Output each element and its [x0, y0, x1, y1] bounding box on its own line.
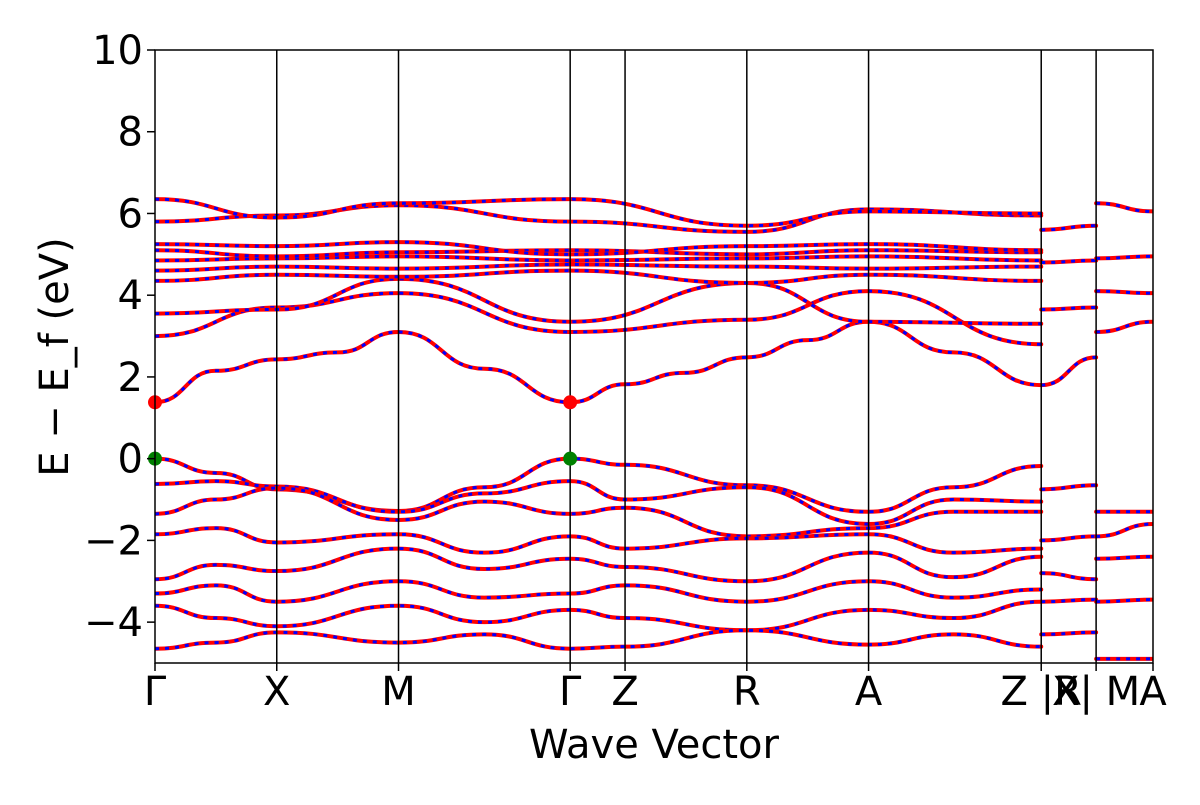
band-line-spin-down [155, 628, 1042, 651]
y-tick-label: 4 [118, 273, 143, 319]
high-symmetry-lines [276, 50, 1097, 663]
band-line-spin-up [1039, 483, 1099, 492]
band-line-spin-down [155, 579, 1042, 604]
x-tick-label: Γ [144, 669, 167, 715]
x-tick-label: A [855, 669, 883, 715]
x-tick-label: Z |R [1001, 669, 1082, 715]
vbm-marker [563, 451, 578, 466]
band-line-spin-down [1096, 522, 1153, 538]
y-tick-label: −2 [84, 518, 143, 564]
y-axis-ticks: −4 −2 0 2 4 6 8 10 [84, 28, 155, 646]
band-line-spin-down [155, 277, 1042, 326]
band-line-spin-down [1041, 355, 1097, 387]
y-tick-label: 8 [118, 110, 143, 156]
extrema-markers [148, 395, 578, 466]
band-line-spin-down [1096, 201, 1153, 213]
band-line-spin-up [155, 240, 1044, 257]
band-line-spin-down [570, 320, 1042, 404]
band-line-spin-up [1094, 597, 1153, 604]
band-line-spin-up [1039, 305, 1099, 312]
band-line-spin-down [1096, 598, 1153, 604]
y-tick-label: 2 [118, 355, 143, 401]
band-line-spin-up [1039, 571, 1099, 582]
bands-layer [155, 197, 1153, 661]
band-line-spin-down [155, 457, 1042, 514]
x-tick-label: R [733, 669, 761, 715]
y-tick-label: −4 [84, 600, 143, 646]
y-tick-label: 6 [118, 191, 143, 237]
band-line-spin-up [1094, 554, 1153, 561]
band-line-spin-up [1094, 319, 1153, 334]
band-line-spin-up [1094, 254, 1153, 261]
band-line-spin-up [1039, 630, 1099, 637]
cbm-marker [563, 395, 578, 410]
band-line-spin-down [1096, 254, 1153, 260]
x-tick-label: X [263, 669, 290, 715]
y-tick-label: 0 [118, 437, 143, 483]
x-tick-label: A [1139, 669, 1167, 715]
x-axis-label: Wave Vector [529, 722, 780, 768]
band-line-spin-down [155, 547, 1042, 583]
band-line-spin-up [155, 599, 1044, 633]
band-line-spin-down [1096, 289, 1153, 295]
band-line-spin-down [1096, 320, 1153, 334]
band-line-spin-up [1039, 258, 1099, 265]
band-line-spin-up [155, 579, 1044, 604]
band-line-spin-up [1039, 597, 1099, 604]
band-line-spin-up [568, 319, 1044, 405]
x-tick-label: X| M [1052, 669, 1140, 715]
band-line-spin-up [1039, 534, 1099, 543]
y-axis-label: E − E_f (eV) [32, 237, 78, 476]
plot-frame [154, 49, 1154, 664]
x-tick-label: Γ [559, 669, 582, 715]
y-tick-label: 10 [92, 28, 143, 74]
x-tick-label: M [381, 669, 416, 715]
x-tick-label: Z [611, 669, 638, 715]
band-line-spin-up [1094, 201, 1153, 214]
band-line-spin-up [155, 276, 1044, 326]
band-line-spin-up [155, 526, 1044, 555]
band-line-spin-up [1039, 223, 1099, 232]
band-line-spin-down [1096, 555, 1153, 561]
band-line-spin-up [155, 329, 573, 405]
band-line-spin-down [155, 330, 571, 404]
band-line-spin-up [1094, 289, 1153, 296]
